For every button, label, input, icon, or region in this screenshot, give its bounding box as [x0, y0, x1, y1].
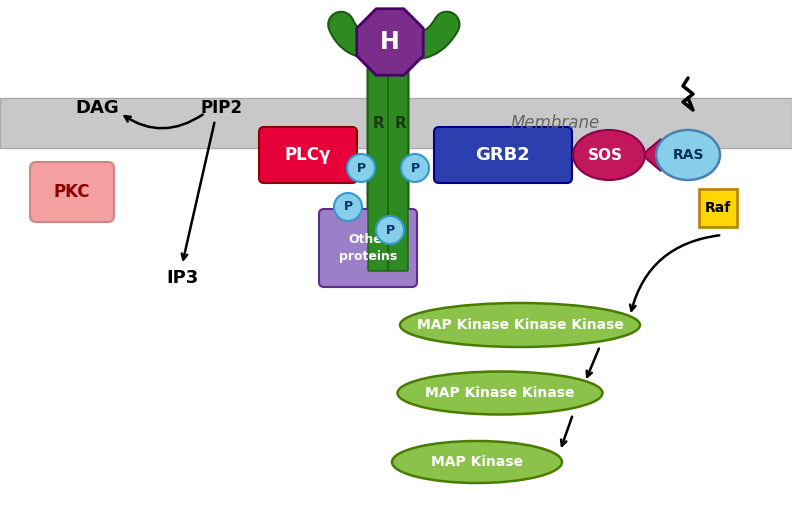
FancyBboxPatch shape [367, 44, 390, 271]
Circle shape [401, 154, 429, 182]
Text: PLCγ: PLCγ [285, 146, 331, 164]
Text: H: H [380, 30, 400, 54]
Ellipse shape [392, 441, 562, 483]
Text: DAG: DAG [75, 99, 119, 117]
Text: Raf: Raf [705, 201, 731, 215]
FancyBboxPatch shape [368, 44, 388, 271]
Text: R: R [372, 116, 384, 131]
Ellipse shape [656, 130, 720, 180]
Ellipse shape [573, 130, 645, 180]
FancyBboxPatch shape [386, 44, 409, 271]
Text: MAP Kinase Kinase Kinase: MAP Kinase Kinase Kinase [417, 318, 623, 332]
Text: P: P [344, 200, 352, 213]
Circle shape [376, 216, 404, 244]
Circle shape [334, 193, 362, 221]
Circle shape [347, 154, 375, 182]
Text: Membrane: Membrane [510, 114, 600, 132]
Text: P: P [410, 161, 420, 174]
Text: P: P [386, 224, 394, 236]
FancyBboxPatch shape [388, 44, 408, 271]
Text: P: P [356, 161, 366, 174]
Text: R: R [394, 116, 406, 131]
Text: SOS: SOS [588, 148, 623, 162]
Text: Other
proteins: Other proteins [339, 233, 397, 263]
Text: GRB2: GRB2 [476, 146, 531, 164]
Ellipse shape [398, 372, 603, 414]
Text: IP3: IP3 [166, 269, 198, 287]
Text: RAS: RAS [672, 148, 704, 162]
FancyBboxPatch shape [434, 127, 572, 183]
FancyBboxPatch shape [30, 162, 114, 222]
FancyBboxPatch shape [259, 127, 357, 183]
Text: PIP2: PIP2 [201, 99, 243, 117]
Ellipse shape [400, 303, 640, 347]
Text: PKC: PKC [54, 183, 90, 201]
Text: MAP Kinase: MAP Kinase [431, 455, 523, 469]
Text: MAP Kinase Kinase: MAP Kinase Kinase [425, 386, 575, 400]
FancyBboxPatch shape [319, 209, 417, 287]
FancyBboxPatch shape [0, 98, 792, 148]
Polygon shape [642, 139, 661, 171]
